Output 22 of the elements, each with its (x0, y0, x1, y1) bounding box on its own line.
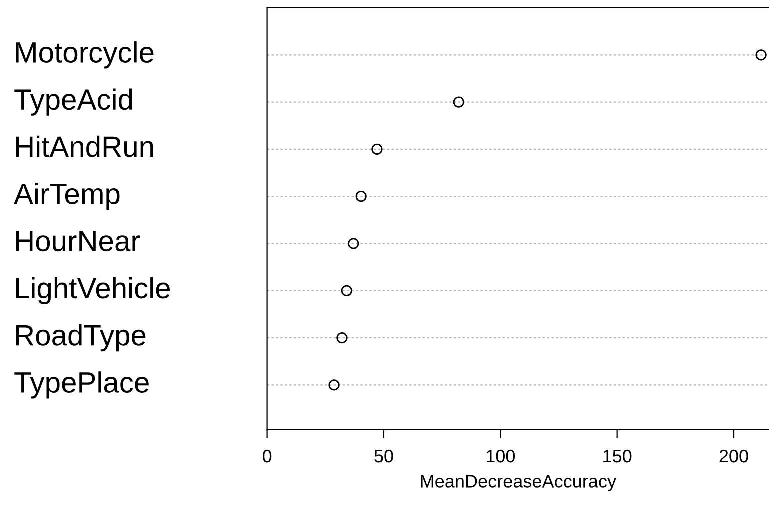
y-tick-label: Motorcycle (16, 42, 154, 69)
y-tick-label: TypePlace (14, 372, 149, 399)
y-tick-label: HitAndRun (16, 136, 154, 158)
point (348, 238, 360, 250)
y-tick-label: TypeAcid (14, 88, 132, 116)
point (328, 380, 340, 391)
point (341, 285, 352, 296)
x-tick-label: 0 (262, 450, 272, 463)
point (372, 144, 383, 156)
point (453, 96, 464, 108)
x-tick-label: 150 (604, 450, 632, 463)
y-tick-label: LightVehicle (16, 277, 170, 304)
x-axis-title: MeanDecreaseAccuracy (421, 475, 616, 492)
y-tick-label: AirTemp (14, 183, 120, 210)
x-tick-label: 200 (720, 450, 748, 463)
point (756, 50, 767, 61)
point (336, 332, 348, 344)
x-tick-label: 100 (486, 450, 516, 463)
x-tick-label: 50 (374, 450, 394, 463)
y-tick-label: HourNear (16, 231, 140, 252)
y-tick-label: RoadType (16, 324, 146, 352)
point (356, 191, 367, 202)
